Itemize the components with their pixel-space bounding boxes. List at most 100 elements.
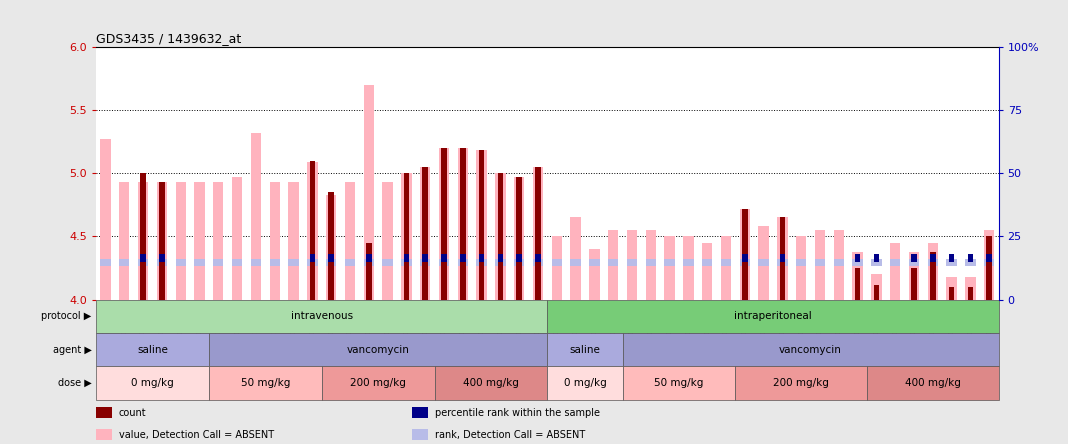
- Bar: [496, 258, 505, 266]
- Bar: [382, 258, 393, 266]
- Bar: [159, 182, 164, 300]
- Bar: [209, 366, 321, 400]
- Bar: [412, 429, 428, 440]
- Bar: [476, 258, 487, 266]
- Bar: [590, 258, 599, 266]
- Bar: [441, 148, 446, 300]
- Bar: [758, 226, 769, 300]
- Bar: [535, 167, 540, 300]
- Bar: [590, 249, 599, 300]
- Bar: [402, 173, 411, 300]
- Bar: [721, 237, 732, 300]
- Bar: [496, 173, 505, 300]
- Bar: [422, 167, 428, 300]
- Bar: [308, 162, 317, 300]
- Bar: [457, 258, 468, 266]
- Bar: [987, 254, 992, 262]
- Bar: [736, 366, 867, 400]
- Bar: [535, 254, 540, 262]
- Bar: [422, 254, 428, 262]
- Bar: [946, 258, 957, 266]
- Bar: [478, 254, 485, 262]
- Bar: [702, 243, 712, 300]
- Bar: [435, 366, 547, 400]
- Bar: [570, 218, 581, 300]
- Bar: [308, 258, 317, 266]
- Bar: [460, 148, 466, 300]
- Bar: [514, 177, 524, 300]
- Bar: [157, 258, 167, 266]
- Bar: [780, 218, 785, 300]
- Text: rank, Detection Call = ABSENT: rank, Detection Call = ABSENT: [435, 430, 585, 440]
- Bar: [439, 258, 450, 266]
- Bar: [194, 182, 205, 300]
- Bar: [623, 333, 999, 366]
- Bar: [120, 182, 129, 300]
- Bar: [608, 230, 618, 300]
- Bar: [345, 258, 355, 266]
- Bar: [890, 243, 900, 300]
- Bar: [328, 192, 334, 300]
- Bar: [269, 182, 280, 300]
- Bar: [780, 254, 785, 262]
- Text: vancomycin: vancomycin: [347, 345, 409, 355]
- Bar: [984, 230, 994, 300]
- Bar: [930, 254, 936, 262]
- Text: 0 mg/kg: 0 mg/kg: [564, 378, 607, 388]
- Bar: [645, 258, 656, 266]
- Bar: [778, 258, 787, 266]
- Bar: [366, 243, 372, 300]
- Bar: [328, 254, 334, 262]
- Text: 50 mg/kg: 50 mg/kg: [655, 378, 704, 388]
- Bar: [911, 268, 916, 300]
- Text: 400 mg/kg: 400 mg/kg: [464, 378, 519, 388]
- Bar: [288, 182, 299, 300]
- Bar: [852, 252, 863, 300]
- Bar: [664, 237, 675, 300]
- Text: 50 mg/kg: 50 mg/kg: [240, 378, 290, 388]
- Bar: [120, 258, 129, 266]
- Bar: [721, 258, 732, 266]
- Bar: [815, 230, 826, 300]
- Bar: [138, 258, 148, 266]
- Bar: [100, 258, 111, 266]
- Bar: [96, 407, 112, 418]
- Bar: [664, 258, 675, 266]
- Bar: [551, 237, 562, 300]
- Bar: [326, 194, 336, 300]
- Bar: [175, 258, 186, 266]
- Bar: [570, 258, 581, 266]
- Bar: [778, 218, 787, 300]
- Bar: [232, 177, 242, 300]
- Text: 200 mg/kg: 200 mg/kg: [773, 378, 829, 388]
- Text: 200 mg/kg: 200 mg/kg: [350, 378, 406, 388]
- Bar: [834, 230, 844, 300]
- Text: 0 mg/kg: 0 mg/kg: [131, 378, 174, 388]
- Bar: [684, 237, 693, 300]
- Bar: [310, 161, 315, 300]
- Bar: [269, 258, 280, 266]
- Bar: [948, 287, 955, 300]
- Bar: [909, 258, 920, 266]
- Bar: [987, 237, 992, 300]
- Bar: [815, 258, 826, 266]
- Bar: [232, 258, 242, 266]
- Bar: [345, 182, 355, 300]
- Bar: [516, 177, 522, 300]
- Bar: [159, 254, 164, 262]
- Bar: [834, 258, 844, 266]
- Bar: [439, 148, 450, 300]
- Bar: [871, 258, 881, 266]
- Text: 400 mg/kg: 400 mg/kg: [905, 378, 961, 388]
- Bar: [476, 151, 487, 300]
- Bar: [623, 366, 736, 400]
- Bar: [214, 258, 223, 266]
- Bar: [175, 182, 186, 300]
- Bar: [684, 258, 693, 266]
- Bar: [404, 254, 409, 262]
- Bar: [533, 258, 544, 266]
- Bar: [911, 254, 916, 262]
- Bar: [533, 167, 544, 300]
- Bar: [321, 366, 435, 400]
- Bar: [627, 230, 638, 300]
